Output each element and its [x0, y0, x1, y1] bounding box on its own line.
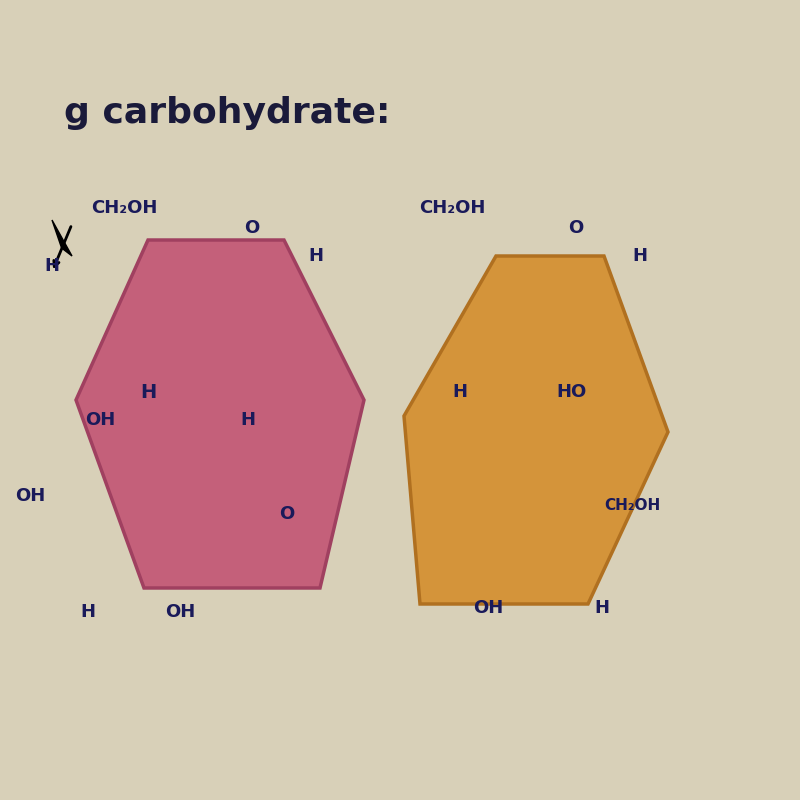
Text: H: H: [241, 411, 255, 429]
Text: O: O: [244, 219, 260, 237]
Text: OH: OH: [165, 603, 195, 621]
Text: H: H: [453, 383, 467, 401]
Text: OH: OH: [85, 411, 115, 429]
Text: g carbohydrate:: g carbohydrate:: [64, 96, 390, 130]
Text: OH: OH: [15, 487, 46, 505]
Text: H: H: [633, 247, 647, 265]
Polygon shape: [52, 220, 72, 256]
Text: CH₂OH: CH₂OH: [91, 199, 157, 217]
Text: H: H: [140, 382, 156, 402]
Text: H: H: [309, 247, 323, 265]
Text: O: O: [568, 219, 584, 237]
Text: CH₂OH: CH₂OH: [419, 199, 485, 217]
Text: CH₂OH: CH₂OH: [604, 498, 660, 513]
Text: HO: HO: [557, 383, 587, 401]
Text: H: H: [81, 603, 95, 621]
Polygon shape: [404, 256, 668, 604]
Text: OH: OH: [473, 599, 503, 617]
Polygon shape: [76, 240, 364, 588]
Text: H: H: [45, 257, 59, 274]
Text: O: O: [278, 505, 294, 522]
Text: H: H: [594, 599, 609, 617]
